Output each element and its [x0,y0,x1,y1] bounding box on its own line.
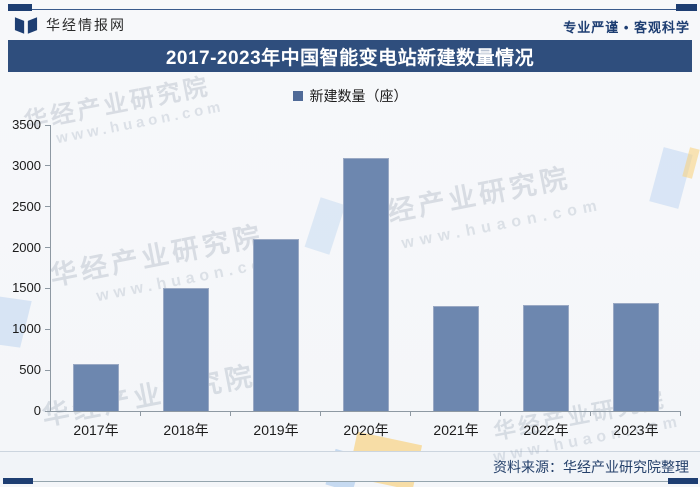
bottom-rule-cap-left [3,478,33,484]
title-bar: 2017-2023年中国智能变电站新建数量情况 [8,40,692,72]
y-axis-tick [45,247,51,249]
x-axis-label: 2017年 [73,422,119,438]
bar-2018年 [163,287,209,411]
x-axis-tick [230,411,231,416]
bar-2017年 [73,363,119,411]
legend-swatch-icon [292,91,303,101]
x-axis-tick [680,411,681,416]
x-axis-label: 2020年 [343,422,389,438]
y-axis-tick [45,124,51,126]
bar-2023年 [613,303,659,411]
legend-label: 新建数量（座） [309,88,408,104]
x-axis-tick [410,411,411,416]
x-axis-tick [500,411,501,416]
top-rule-cap-right [676,4,697,11]
brand-logo-icon [14,16,38,34]
bottom-rule [3,481,697,482]
y-axis-tick [45,287,51,289]
x-axis-tick [140,411,141,416]
x-axis-label: 2018年 [163,422,209,438]
bar-2020年 [343,157,389,411]
bar-2021年 [433,306,479,411]
y-axis-tick [45,369,51,371]
y-axis-tick [45,206,51,208]
x-axis-tick [590,411,591,416]
x-axis-label: 2023年 [613,422,659,438]
bottom-rule-cap-right [668,478,698,484]
x-axis-tick [320,411,321,416]
y-axis-label: 3500 [12,117,41,132]
y-axis-label: 3000 [12,157,41,173]
brand: 华经情报网 [14,15,126,35]
chart-title: 2017-2023年中国智能变电站新建数量情况 [165,47,535,69]
x-axis-label: 2021年 [433,422,479,438]
y-axis-label: 500 [19,362,41,378]
y-axis-label: 0 [33,403,41,418]
y-axis-label: 1500 [12,280,41,296]
y-axis-label: 1000 [12,321,41,337]
y-axis-tick [45,410,51,412]
bar-2022年 [523,304,569,411]
x-axis-label: 2019年 [253,422,299,438]
source-note: 资料来源：华经产业研究院整理 [493,459,689,475]
plot-area: 0 500 1000 1500 2000 2500 3000 3500 2017年 2018年 20… [12,117,681,438]
y-axis-label: 2500 [12,198,41,214]
footer-strip [0,452,700,481]
bar-2019年 [253,238,299,411]
footer-separator [0,451,700,452]
top-rule [8,9,692,10]
y-axis-tick [45,328,51,330]
y-axis-label: 2000 [12,239,41,255]
brand-name: 华经情报网 [46,17,126,33]
legend: 新建数量（座） [0,87,700,105]
top-rule-cap-left [8,4,32,11]
y-axis-tick [45,165,51,167]
header-slogan: 专业严谨 • 客观科学 [563,20,690,35]
x-axis-label: 2022年 [523,422,569,438]
